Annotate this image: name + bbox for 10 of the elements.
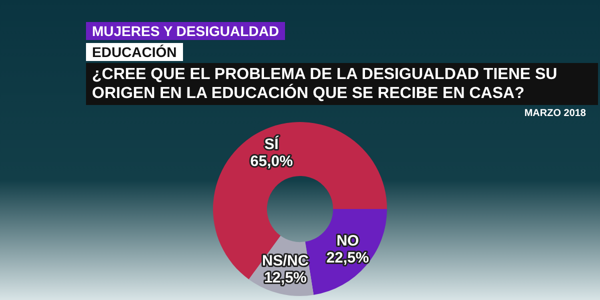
text: MARZO 2018	[524, 108, 586, 119]
slice-label: NS/NC	[262, 252, 309, 270]
slice-label: NO	[336, 232, 360, 250]
text: EDUCACIÓN	[86, 43, 183, 61]
data-label: 65,0%	[250, 152, 293, 170]
data-label: 12,5%	[264, 270, 307, 287]
slice-label: SÍ	[264, 134, 280, 153]
data-label: 22,5%	[326, 249, 369, 266]
chart-subtitle: MUJERES Y DESIGUALDAD	[86, 22, 285, 40]
chart-title: ¿CREE QUE EL PROBLEMA DE LA DESIGUALDAD TIENE SU ORIGEN EN LA EDUCACIÓN QUE SE RECIBE EN CASA?	[86, 63, 598, 105]
